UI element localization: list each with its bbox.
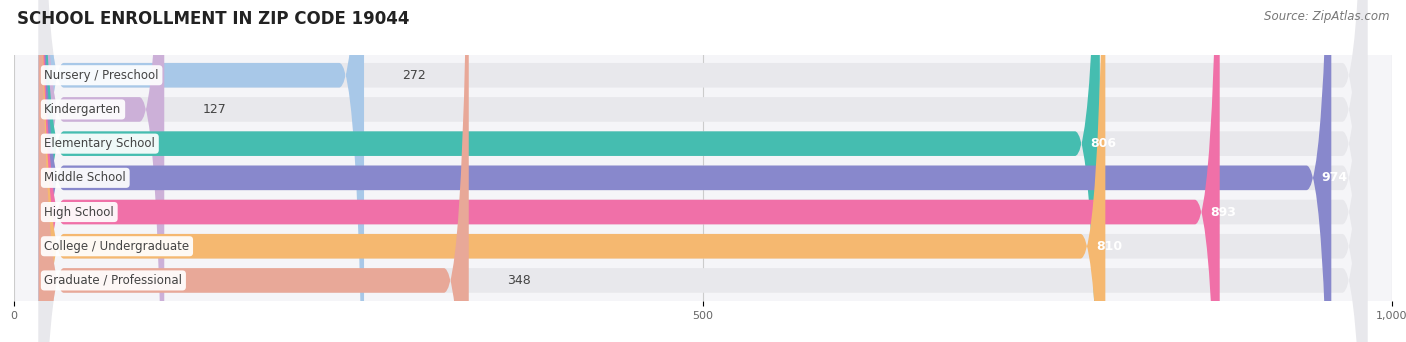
Text: Source: ZipAtlas.com: Source: ZipAtlas.com <box>1264 10 1389 23</box>
FancyBboxPatch shape <box>39 0 1367 342</box>
Text: 810: 810 <box>1095 240 1122 253</box>
FancyBboxPatch shape <box>39 0 1367 342</box>
Text: 127: 127 <box>202 103 226 116</box>
Text: Nursery / Preschool: Nursery / Preschool <box>45 69 159 82</box>
Text: 806: 806 <box>1091 137 1116 150</box>
FancyBboxPatch shape <box>39 0 468 342</box>
Text: 272: 272 <box>402 69 426 82</box>
FancyBboxPatch shape <box>39 0 1367 342</box>
FancyBboxPatch shape <box>39 0 1367 342</box>
FancyBboxPatch shape <box>39 0 1220 342</box>
Text: 893: 893 <box>1211 206 1236 219</box>
Text: Kindergarten: Kindergarten <box>45 103 122 116</box>
FancyBboxPatch shape <box>39 0 1331 342</box>
Text: 348: 348 <box>508 274 531 287</box>
Text: Middle School: Middle School <box>45 171 127 184</box>
FancyBboxPatch shape <box>39 0 1367 342</box>
FancyBboxPatch shape <box>39 0 364 342</box>
Text: College / Undergraduate: College / Undergraduate <box>45 240 190 253</box>
Text: Graduate / Professional: Graduate / Professional <box>45 274 183 287</box>
FancyBboxPatch shape <box>39 0 1099 342</box>
Text: High School: High School <box>45 206 114 219</box>
FancyBboxPatch shape <box>39 0 1105 342</box>
FancyBboxPatch shape <box>39 0 1367 342</box>
Text: 974: 974 <box>1322 171 1348 184</box>
Text: Elementary School: Elementary School <box>45 137 155 150</box>
Text: SCHOOL ENROLLMENT IN ZIP CODE 19044: SCHOOL ENROLLMENT IN ZIP CODE 19044 <box>17 10 409 28</box>
FancyBboxPatch shape <box>39 0 165 342</box>
FancyBboxPatch shape <box>39 0 1367 342</box>
